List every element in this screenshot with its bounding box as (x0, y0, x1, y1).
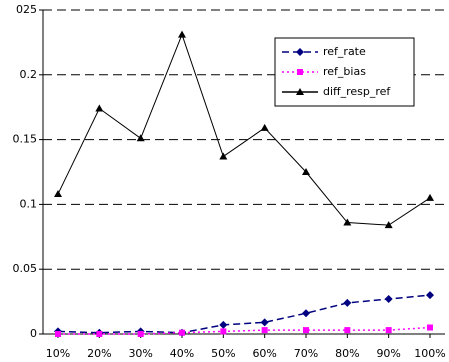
x-tick-label: 50% (211, 347, 235, 360)
marker (260, 318, 269, 327)
marker (303, 327, 309, 334)
y-tick-label: 025 (16, 3, 37, 16)
series-line (57, 33, 431, 226)
legend-label: ref_bias (323, 65, 366, 78)
legend: ref_rate ref_bias diff_resp_ref (274, 37, 415, 107)
marker (343, 298, 352, 307)
marker (302, 309, 310, 318)
marker (261, 327, 268, 334)
x-tick-label: 40% (170, 347, 194, 360)
marker (178, 30, 186, 38)
series-line (57, 294, 431, 334)
marker (55, 331, 61, 337)
marker (302, 168, 310, 175)
marker (54, 190, 62, 198)
marker (260, 123, 269, 131)
marker (95, 104, 104, 112)
marker (297, 69, 303, 75)
marker (427, 324, 433, 331)
marker (385, 327, 392, 334)
marker (384, 221, 393, 229)
x-tick-label: 90% (376, 347, 400, 360)
marker (219, 320, 228, 329)
marker (343, 218, 352, 226)
marker (96, 331, 103, 337)
x-tick-label: 100% (414, 347, 445, 360)
marker (384, 295, 393, 304)
marker (136, 134, 145, 142)
x-tick-label: 20% (87, 347, 111, 360)
y-tick-label: 0.2 (20, 68, 38, 81)
series-line (58, 326, 431, 335)
x-tick-label: 30% (128, 347, 152, 360)
x-tick-label: 70% (294, 347, 318, 360)
y-tick-label: 0.1 (20, 197, 38, 210)
y-tick-label: 0 (30, 327, 37, 340)
marker (220, 328, 227, 335)
marker (296, 88, 304, 95)
marker (179, 329, 185, 336)
legend-label: diff_resp_ref (323, 85, 391, 98)
y-tick-label: 0.05 (13, 262, 38, 275)
marker (426, 291, 434, 300)
marker (296, 48, 304, 56)
marker (344, 327, 351, 334)
x-tick-label: 10% (46, 347, 70, 360)
legend-label: ref_rate (323, 45, 366, 58)
y-tick-label: 0.15 (13, 133, 38, 146)
marker (219, 152, 228, 160)
marker (137, 331, 144, 337)
x-tick-label: 60% (252, 347, 276, 360)
x-tick-label: 80% (335, 347, 359, 360)
marker (426, 193, 434, 201)
